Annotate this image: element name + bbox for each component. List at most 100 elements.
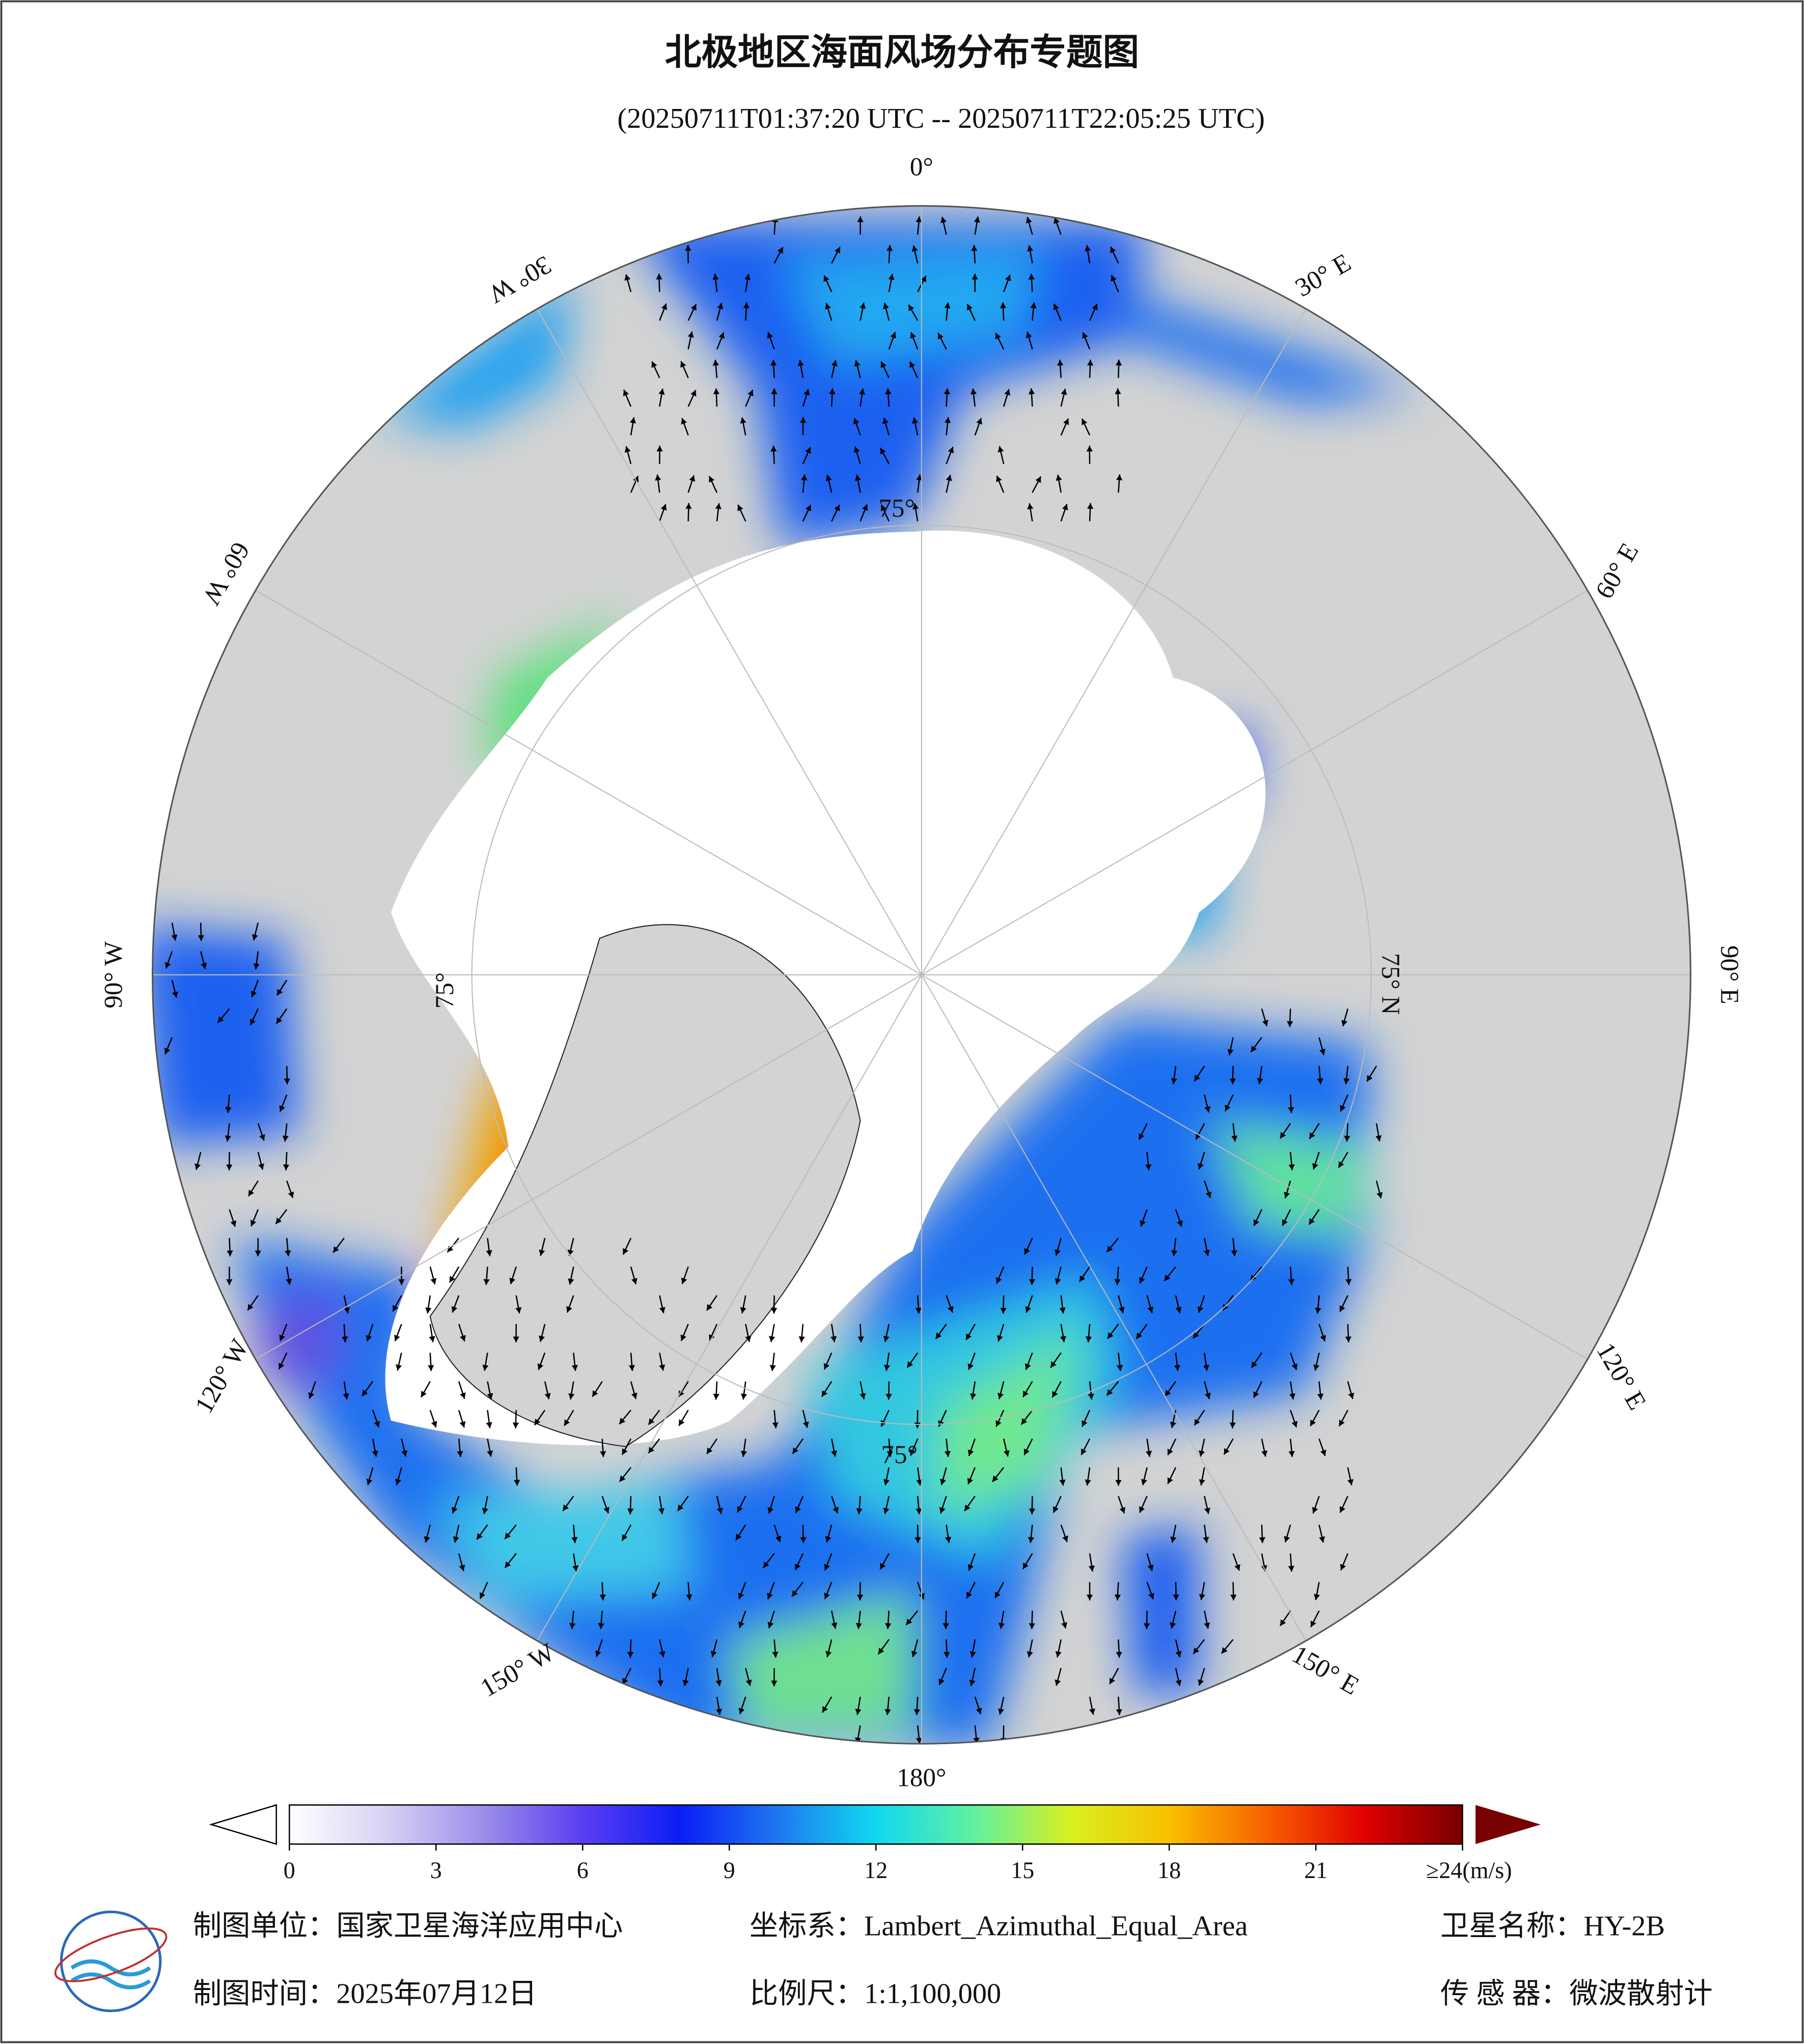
wind-arrow-head (1320, 1335, 1326, 1341)
wind-arrow-head (603, 1506, 609, 1514)
wind-arrow-head (657, 1680, 664, 1687)
wind-arrow-head (771, 1681, 778, 1687)
wind-arrow-head (1345, 1279, 1352, 1285)
wind-arrow-head (1089, 1708, 1095, 1715)
wind-arrow-head (627, 1651, 634, 1658)
wind-arrow-head (1231, 1250, 1237, 1256)
wind-arrow-head (1167, 1448, 1173, 1455)
wind-arrow-head (1282, 1219, 1288, 1226)
colorbar-tick-label: 21 (1304, 1857, 1327, 1883)
wind-arrow-head (1251, 1361, 1258, 1368)
wind-arrow-head (911, 245, 918, 252)
latitude-label: 75° N (1376, 953, 1405, 1015)
wind-arrow-head (656, 273, 662, 280)
parallel (471, 524, 1372, 1425)
wind-arrow-head (428, 1365, 434, 1371)
wind-arrow-head (770, 445, 777, 452)
wind-arrow-head (479, 1592, 486, 1599)
wind-arrow-head (1338, 1161, 1344, 1168)
wind-arrow-head (1054, 1249, 1061, 1256)
wind-arrow-head (1315, 1307, 1321, 1314)
wind-arrow-head (630, 417, 636, 424)
wind-arrow-head (998, 1708, 1005, 1715)
wind-arrow-head (948, 1306, 954, 1313)
wind-arrow-head (1170, 1421, 1176, 1428)
wind-arrow-head (514, 1479, 520, 1486)
wind-arrow-head (715, 1709, 723, 1715)
wind-arrow-head (972, 273, 978, 279)
wind-arrow-head (706, 1304, 713, 1311)
wind-arrow-head (910, 1449, 916, 1456)
wind-arrow-head (1005, 274, 1011, 282)
wind-arrow-head (1375, 1135, 1382, 1141)
wind-arrow-head (276, 989, 283, 996)
wind-arrow-head (1175, 1307, 1182, 1313)
wind-arrow-head (539, 1249, 545, 1256)
wind-arrow-head (1253, 1219, 1259, 1226)
wind-arrow-head (944, 302, 951, 309)
wind-arrow-head (738, 1707, 745, 1715)
wind-arrow-head (1203, 1536, 1209, 1543)
wind-arrow-head (912, 503, 919, 510)
wind-arrow-head (1170, 1536, 1177, 1543)
wind-arrow-head (1171, 1250, 1178, 1256)
map-date: 制图时间：2025年07月12日 (193, 1978, 537, 2010)
wind-arrow-head (1343, 1078, 1350, 1084)
wind-arrow-head (421, 1390, 427, 1397)
wind-arrow-head (935, 1332, 942, 1339)
wind-arrow-head (911, 1650, 918, 1657)
satellite: 卫星名称：HY-2B (1440, 1911, 1665, 1942)
wind-arrow-head (1092, 303, 1098, 311)
wind-arrow-head (1221, 1647, 1228, 1654)
wind-arrow-head (913, 1709, 920, 1715)
wind-arrow-head (853, 418, 859, 425)
wind-arrow-head (862, 504, 868, 511)
wind-arrow-head (1106, 1246, 1113, 1252)
wind-arrow-head (259, 1134, 265, 1141)
wind-arrow-head (1320, 1449, 1326, 1456)
wind-arrow-head (736, 1533, 742, 1541)
wind-arrow-head (424, 1536, 430, 1543)
wind-arrow-head (308, 1392, 315, 1399)
wind-arrow-head (1088, 1565, 1095, 1572)
wind-arrow-head (883, 1479, 890, 1486)
wind-arrow-head (253, 963, 260, 970)
wind-arrow-head (425, 1307, 432, 1314)
wind-arrow-head (431, 1421, 437, 1427)
wind-arrow-head (1345, 1336, 1352, 1342)
wind-arrow-head (1194, 1075, 1200, 1081)
wind-arrow-head (452, 1506, 458, 1514)
wind-arrow-head (805, 505, 812, 512)
wind-arrow-head (831, 1622, 838, 1629)
wind-arrow-head (740, 417, 746, 424)
wind-arrow-head (288, 1191, 294, 1198)
wind-arrow-head (707, 1447, 713, 1454)
wind-arrow-head (1028, 1536, 1035, 1543)
wind-arrow-head (1029, 1508, 1036, 1515)
wind-arrow-head (767, 332, 773, 339)
wind-arrow-head (515, 1307, 522, 1313)
wind-arrow-head (769, 1364, 776, 1371)
wind-arrow-head (1205, 1191, 1212, 1198)
wind-arrow-head (1111, 275, 1117, 282)
wind-arrow-head (740, 1307, 746, 1313)
wind-arrow-head (1085, 1479, 1091, 1486)
wind-arrow-head (713, 388, 720, 395)
wind-arrow-head (685, 245, 691, 251)
wind-arrow-head (1146, 1450, 1152, 1457)
wind-arrow-head (883, 1335, 890, 1342)
wind-arrow-head (992, 1475, 998, 1482)
wind-arrow-head (886, 245, 893, 251)
wind-arrow-head (1148, 1592, 1154, 1600)
meridian (921, 309, 1307, 975)
wind-arrow-head (1087, 1594, 1093, 1601)
wind-arrow-head (539, 1335, 545, 1342)
wind-arrow-head (995, 1420, 1002, 1427)
wind-arrow-head (964, 1504, 970, 1511)
wind-arrow-head (915, 216, 922, 222)
wind-arrow-head (767, 1507, 774, 1514)
wind-arrow-head (1029, 1279, 1036, 1285)
wind-arrow-head (258, 1163, 264, 1170)
wind-arrow-head (740, 1393, 747, 1400)
wind-arrow-head (686, 1594, 692, 1601)
